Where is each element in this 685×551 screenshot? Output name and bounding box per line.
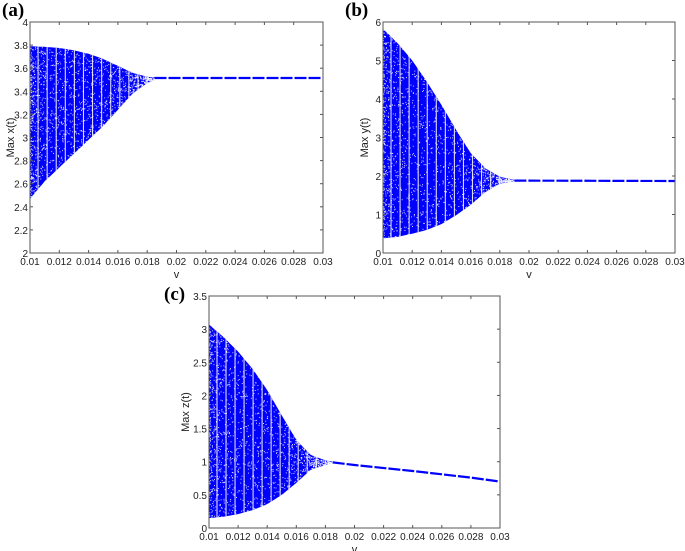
x-tick-label: 0.014 (76, 257, 101, 268)
panel-label-a: (a) (2, 0, 25, 21)
chart-panel-a: 0.01 0.012 0.014 0.016 0.018 0.02 0.022 0.024 0.… (5, 18, 333, 281)
x-tick-label: 0.028 (281, 257, 306, 268)
y-tick-label: 0 (201, 524, 207, 535)
y-tick-label: 6 (375, 18, 381, 29)
x-tick-label: 0.03 (490, 532, 510, 543)
x-tick-label: 0.026 (252, 257, 277, 268)
x-tick-label: 0.018 (135, 257, 160, 268)
y-tick-label: 0.5 (193, 491, 207, 502)
x-tick-label: 0.024 (400, 532, 425, 543)
y-tick-label: 3.6 (14, 64, 28, 75)
y-axis-label: Max y(t) (359, 118, 371, 158)
y-tick-label: 3.8 (14, 41, 28, 52)
x-tick-label: 0.016 (284, 532, 309, 543)
x-tick-label: 0.014 (255, 532, 280, 543)
x-tick-label: 0.01 (373, 257, 393, 268)
x-tick-label: 0.014 (429, 257, 454, 268)
x-tick-label: 0.03 (313, 257, 333, 268)
y-tick-label: 4 (22, 18, 28, 29)
y-tick-label: 3.4 (14, 87, 28, 98)
y-tick-label: 1 (201, 458, 207, 469)
x-tick-label: 0.02 (519, 257, 539, 268)
y-tick-label: 1.5 (193, 425, 207, 436)
steady-state-branch (332, 461, 501, 483)
y-tick-label: 2.5 (193, 358, 207, 369)
y-tick-label: 2 (22, 249, 28, 260)
x-tick-label: 0.01 (20, 257, 40, 268)
x-tick-label: 0.016 (458, 257, 483, 268)
x-tick-label: 0.01 (199, 532, 219, 543)
y-axis-label: Max z(t) (180, 392, 192, 432)
x-tick-label: 0.024 (575, 257, 600, 268)
x-tick-label: 0.012 (226, 532, 251, 543)
panel-label-c: (c) (164, 284, 186, 305)
y-tick-label: 2 (375, 172, 381, 183)
x-tick-label: 0.026 (429, 532, 454, 543)
x-tick-label: 0.02 (345, 532, 365, 543)
panel-label-b: (b) (345, 0, 369, 21)
x-tick-label: 0.026 (604, 257, 629, 268)
y-tick-label: 4 (375, 95, 381, 106)
y-tick-label: 2.8 (14, 157, 28, 168)
x-tick-label: 0.024 (223, 257, 248, 268)
x-tick-label: 0.016 (105, 257, 130, 268)
x-tick-label: 0.022 (193, 257, 218, 268)
y-tick-label: 3 (22, 134, 28, 145)
x-tick-label: 0.012 (47, 257, 72, 268)
x-tick-label: 0.02 (167, 257, 187, 268)
chaotic-band (383, 28, 515, 239)
x-tick-label: 0.018 (313, 532, 338, 543)
y-tick-label: 2.2 (14, 226, 28, 237)
y-tick-label: 0 (375, 249, 381, 260)
y-tick-label: 5 (375, 57, 381, 68)
y-tick-label: 2 (201, 391, 207, 402)
x-tick-label: 0.018 (487, 257, 512, 268)
x-axis-label: v (526, 269, 532, 281)
y-tick-label: 2.6 (14, 180, 28, 191)
x-tick-label: 0.03 (665, 257, 685, 268)
chart-panel-c: 0.01 0.012 0.014 0.016 0.018 0.02 0.022 0.024 0.… (180, 292, 510, 551)
y-tick-label: 3 (201, 325, 207, 336)
y-tick-label: 3.5 (193, 292, 207, 303)
x-tick-label: 0.012 (400, 257, 425, 268)
y-tick-label: 2.4 (14, 203, 28, 214)
y-tick-label: 3.2 (14, 110, 28, 121)
x-axis-label: v (352, 544, 358, 551)
x-tick-label: 0.022 (546, 257, 571, 268)
chart-panel-b: 0.01 0.012 0.014 0.016 0.018 0.02 0.022 0.024 0.… (359, 18, 685, 281)
y-tick-label: 1 (375, 211, 381, 222)
y-tick-label: 3 (375, 134, 381, 145)
x-tick-label: 0.028 (633, 257, 658, 268)
y-axis-label: Max x(t) (5, 118, 17, 158)
x-tick-label: 0.022 (371, 532, 396, 543)
x-tick-label: 0.028 (458, 532, 483, 543)
x-axis-label: v (174, 269, 180, 281)
